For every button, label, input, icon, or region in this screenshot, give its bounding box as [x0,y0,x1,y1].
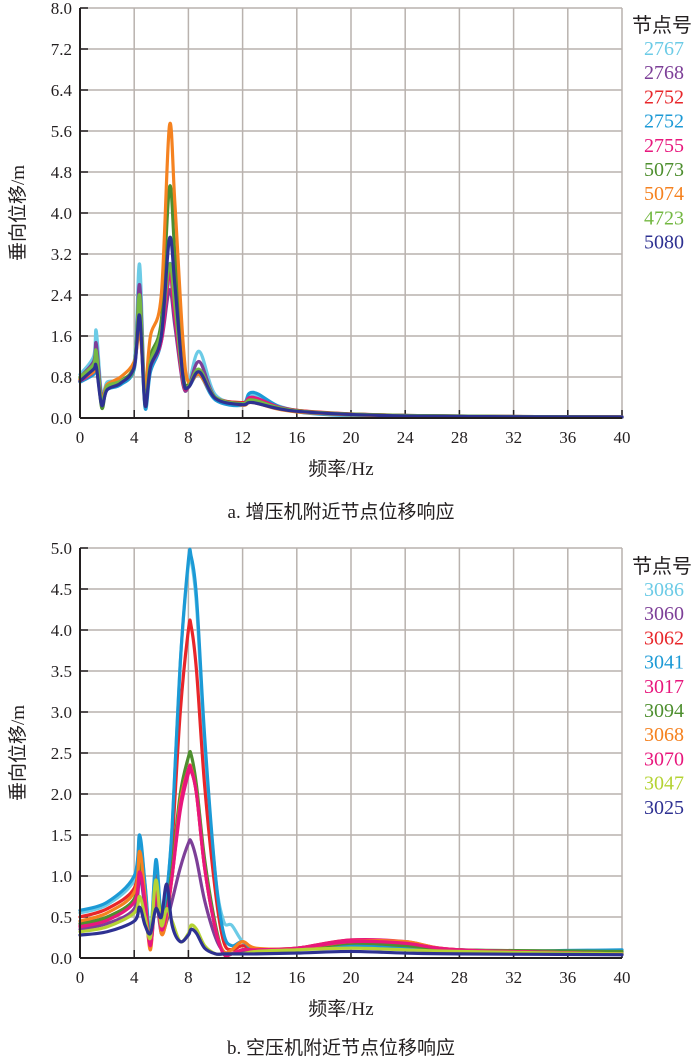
legend-item: 3060 [644,603,684,625]
x-tick-label: 8 [184,428,193,447]
y-tick-label: 0.8 [51,368,72,387]
series-line-4723 [78,262,624,419]
series-line-3025 [78,882,624,957]
x-tick-label: 16 [288,968,305,987]
y-tick-label: 4.0 [51,621,72,640]
legend-item: 3062 [644,627,684,649]
legend-item: 3086 [644,579,684,601]
x-tick-label: 0 [76,428,85,447]
chart-caption: a. 增压机附近节点位移响应 [228,501,455,523]
y-tick-label: 7.2 [51,40,72,59]
y-tick-label: 1.6 [51,327,72,346]
chart-a: 0 4 8 12 16 20 24 28 32 36 40 0.0 0.8 1.6 2.4 3.2 4.0 4.8… [7,0,692,523]
legend-item: 5080 [644,232,684,254]
y-tick-label: 1.5 [51,826,72,845]
series-line-3070 [78,763,624,958]
x-tick-label: 28 [451,968,468,987]
y-axis-label: 垂向位移/m [7,705,29,801]
y-tick-label: 2.0 [51,785,72,804]
x-tick-label: 40 [614,968,631,987]
y-tick-label: 5.0 [51,539,72,558]
y-tick-label: 0.0 [51,409,72,428]
series-group [78,547,624,958]
legend-item: 2752 [644,111,684,133]
x-tick-label: 16 [288,428,305,447]
legend-item: 5074 [644,183,684,205]
y-tick-label: 4.5 [51,580,72,599]
x-tick-label: 20 [343,968,360,987]
y-tick-label: 0.0 [51,949,72,968]
x-tick-label: 32 [505,428,522,447]
series-line-3047 [78,878,624,957]
legend-item: 3041 [644,652,684,674]
x-tick-label: 12 [234,428,251,447]
y-tick-label: 0.5 [51,908,72,927]
x-tick-label: 36 [559,428,576,447]
y-tick-label: 8.0 [51,0,72,18]
chart-b: 0 4 8 12 16 20 24 28 32 36 40 0.0 0.5 1.0 1.5 2.0 2.5 3.0… [7,539,692,1059]
y-tick-label: 3.2 [51,245,72,264]
x-tick-label: 8 [184,968,193,987]
chart-caption: b. 空压机附近节点位移响应 [227,1037,455,1059]
legend-item: 3017 [644,676,684,698]
y-tick-label: 2.5 [51,744,72,763]
x-tick-label: 32 [505,968,522,987]
legend-item: 4723 [644,207,684,229]
legend-title: 节点号 [632,14,692,37]
x-tick-label: 12 [234,968,251,987]
y-tick-label: 6.4 [51,81,73,100]
x-axis-label: 频率/Hz [308,998,373,1020]
y-tick-label: 2.4 [51,286,73,305]
legend-item: 3070 [644,748,684,770]
series-group [78,121,624,419]
x-tick-label: 24 [397,428,415,447]
legend-item: 3094 [644,700,684,722]
x-tick-label: 4 [130,428,139,447]
y-tick-label: 4.0 [51,204,72,223]
y-tick-label: 4.8 [51,163,72,182]
x-tick-label: 28 [451,428,468,447]
legend-item: 3047 [644,773,684,795]
series-line-5080 [78,235,624,419]
legend-item: 3068 [644,724,684,746]
legend-item: 2768 [644,62,684,84]
y-tick-label: 3.0 [51,703,72,722]
y-tick-label: 3.5 [51,662,72,681]
x-tick-label: 36 [559,968,576,987]
legend-item: 2755 [644,135,684,157]
x-tick-label: 4 [130,968,139,987]
legend-title: 节点号 [632,555,692,578]
x-tick-label: 24 [397,968,415,987]
legend-item: 2767 [644,38,684,60]
y-tick-label: 1.0 [51,867,72,886]
legend-item: 2752 [644,86,684,108]
y-tick-label: 5.6 [51,122,72,141]
x-axis-label: 频率/Hz [308,458,373,480]
x-tick-label: 0 [76,968,85,987]
x-tick-label: 40 [614,428,631,447]
y-axis-label: 垂向位移/m [7,165,29,261]
x-tick-label: 20 [343,428,360,447]
legend-item: 5073 [644,159,684,181]
legend-item: 3025 [644,797,684,819]
